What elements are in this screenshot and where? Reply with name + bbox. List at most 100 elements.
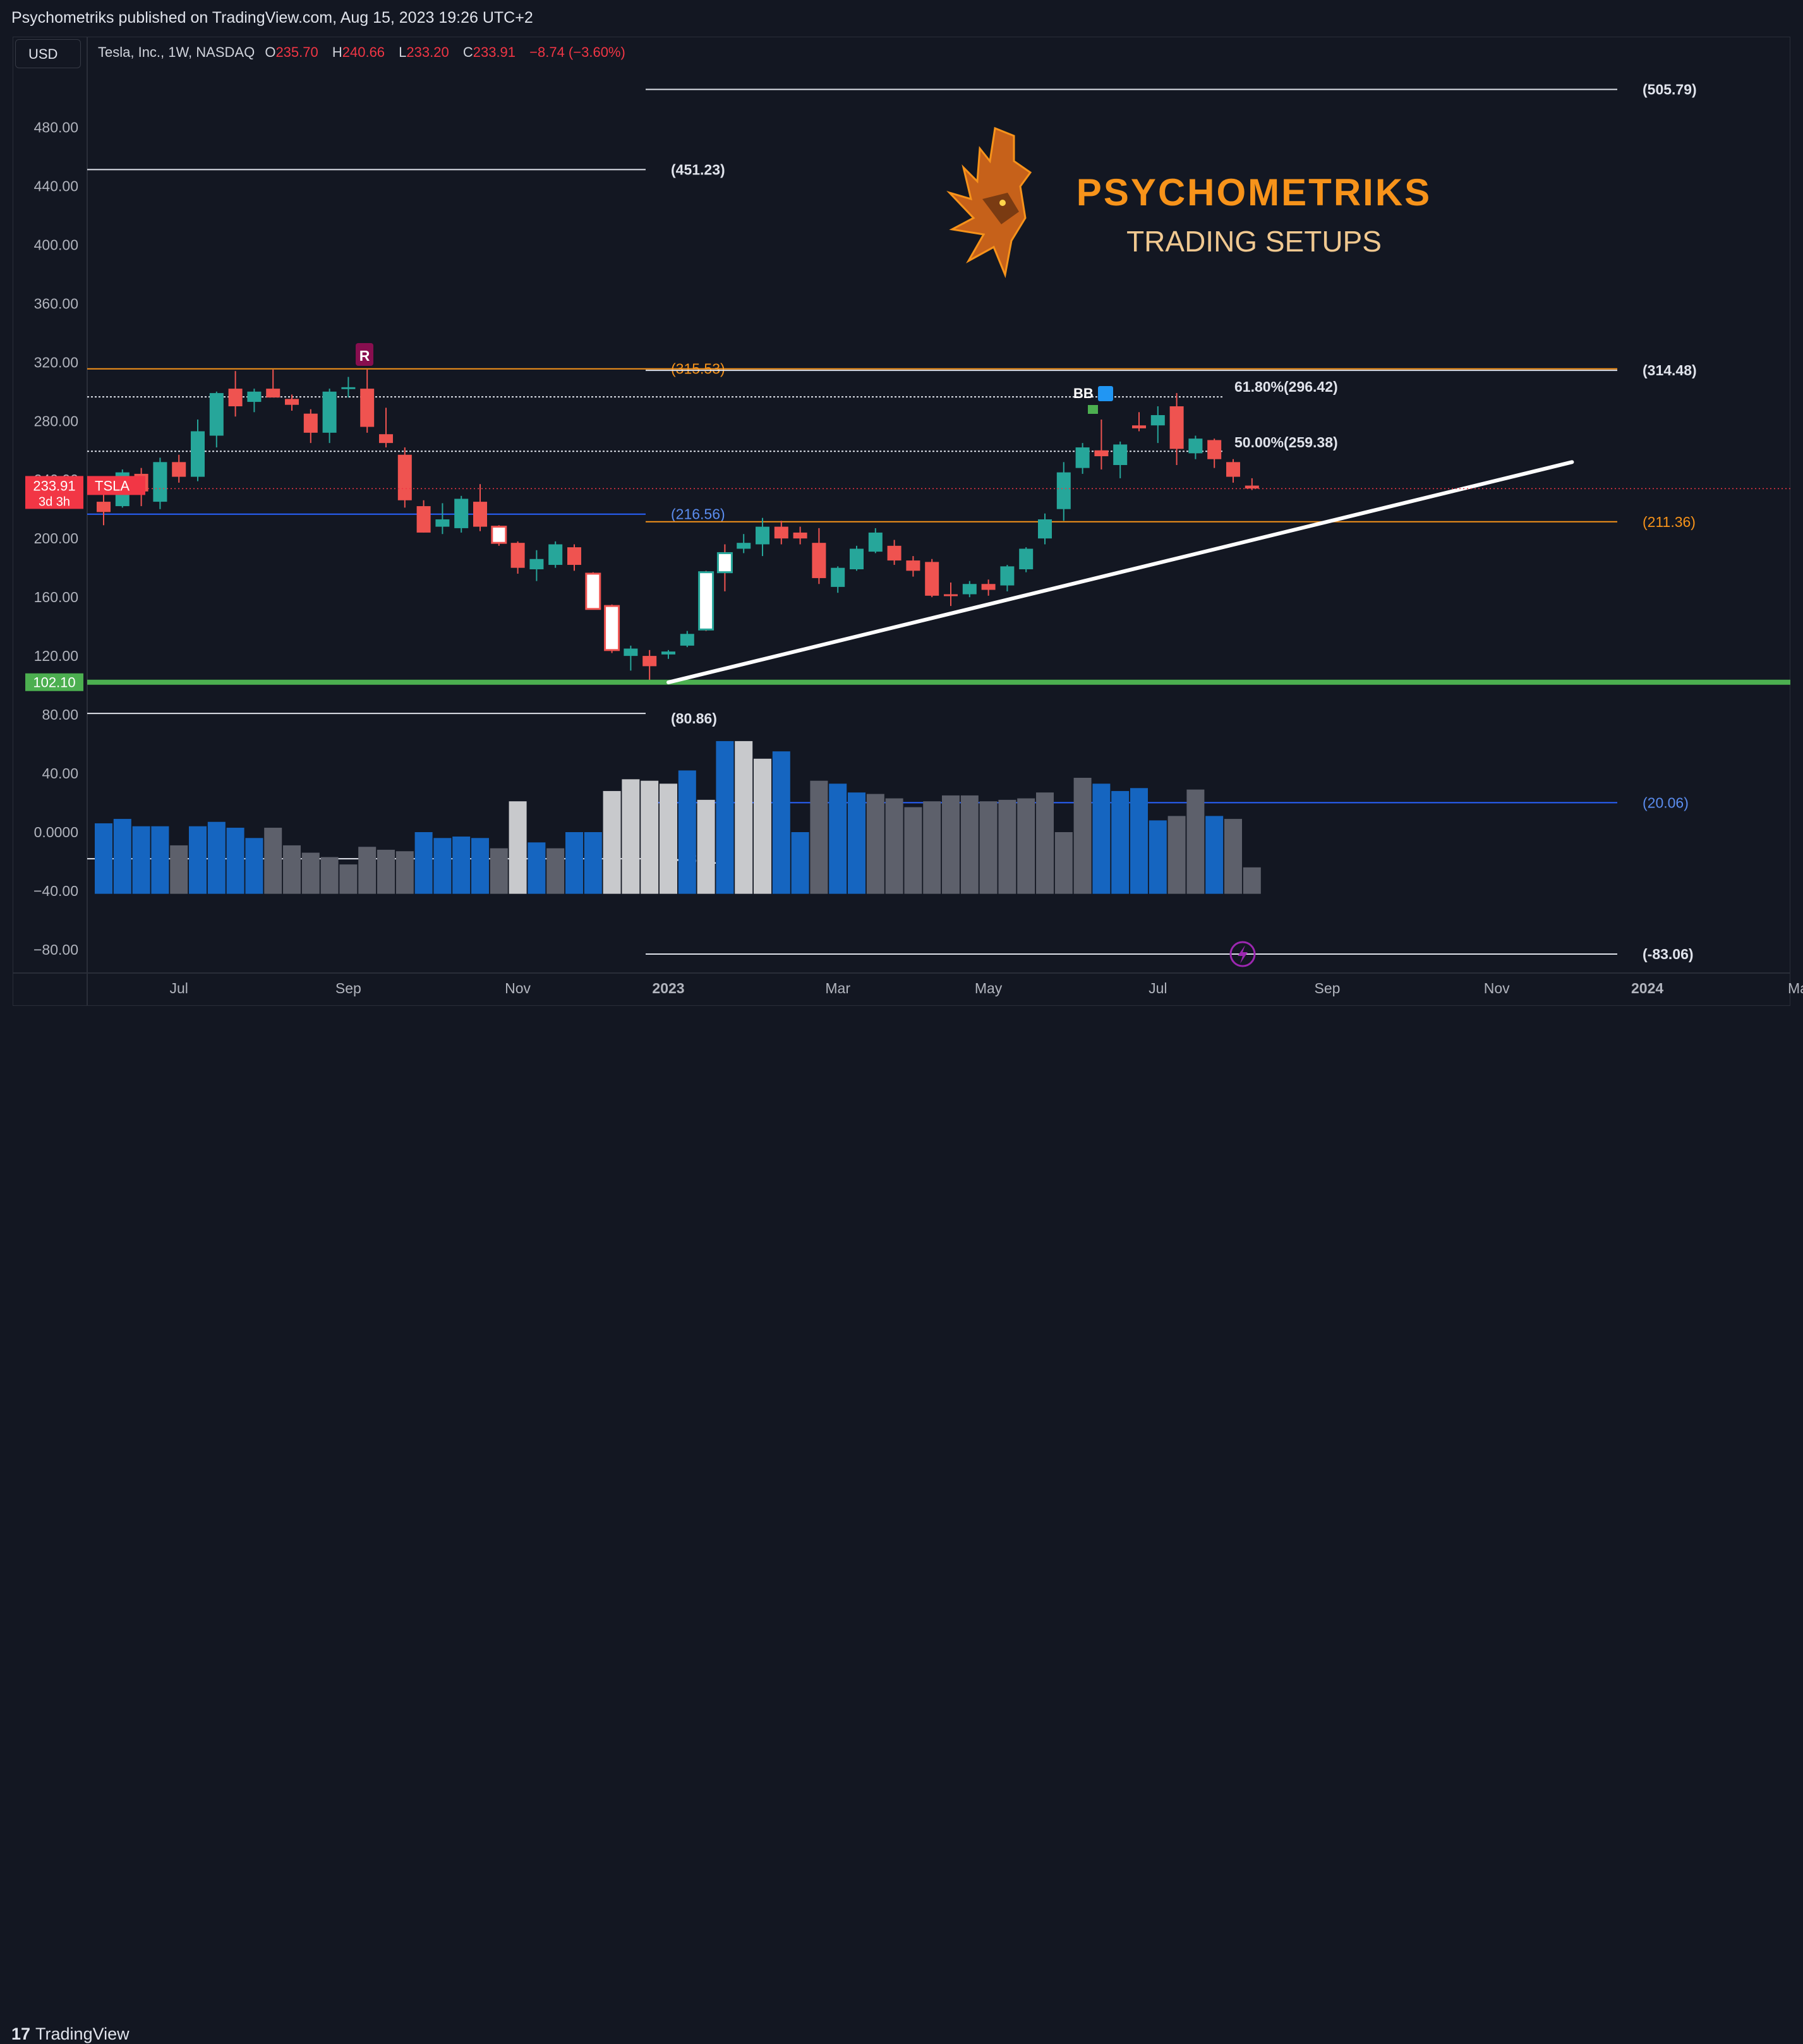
candle [209, 391, 224, 448]
candle-body [360, 389, 375, 427]
x-tick-label: Ma [1788, 980, 1803, 996]
histogram-bar [829, 783, 847, 894]
currency-button[interactable]: USD [15, 39, 81, 68]
candle [510, 541, 525, 574]
histogram-bar [960, 795, 979, 894]
candle-body [944, 594, 958, 596]
candle-body [1094, 450, 1109, 457]
footer-bar: 17 TradingView [0, 1007, 1803, 2043]
candle [604, 604, 620, 653]
last-price-label: 233.91 [33, 478, 75, 493]
candle-body [1207, 440, 1222, 459]
candle [850, 545, 864, 571]
x-tick-label: 2024 [1631, 980, 1663, 996]
y-tick-label: −40.00 [33, 883, 78, 899]
histogram-bar [283, 845, 301, 894]
histogram-bar [810, 780, 828, 894]
candle [567, 544, 581, 571]
candle-body [379, 434, 393, 444]
histogram-bar [584, 832, 602, 894]
x-tick-label: Sep [1315, 980, 1341, 996]
candle [191, 419, 205, 481]
r-marker [356, 343, 373, 366]
histogram-bar [603, 790, 621, 894]
candle [1000, 565, 1015, 591]
y-tick-label: 280.00 [34, 413, 78, 429]
candle [962, 581, 977, 598]
histogram-bar [1111, 790, 1130, 894]
histogram-bar [885, 798, 903, 894]
candle-body [1056, 472, 1071, 509]
low-value: 233.20 [406, 44, 449, 60]
bb-arrow-icon [1098, 386, 1113, 401]
y-tick-label: 440.00 [34, 178, 78, 194]
histogram-bar [660, 783, 677, 894]
open-value: 235.70 [275, 44, 318, 60]
level-label: (505.79) [1643, 82, 1697, 98]
candle [1226, 459, 1240, 483]
open-label: O [265, 44, 276, 60]
histogram-bar [414, 832, 433, 894]
tradingview-logo[interactable]: 17 TradingView [11, 2024, 130, 2044]
candle [473, 484, 487, 531]
histogram-bar [471, 838, 489, 894]
candle-body [341, 387, 356, 389]
brand-title: PSYCHOMETRIKS [1076, 171, 1432, 214]
histogram-bar [1054, 832, 1073, 894]
histogram-bar [1130, 788, 1148, 894]
histogram-bar [697, 799, 715, 894]
flag-icon [1088, 405, 1098, 414]
histogram-bar [1186, 789, 1205, 894]
candle-body [1245, 485, 1259, 489]
close-label: C [462, 44, 473, 60]
histogram-bar [170, 845, 188, 894]
candle [1038, 513, 1052, 545]
histogram-bar [509, 801, 527, 894]
x-tick-label: Jul [169, 980, 188, 996]
histogram-bar [264, 828, 282, 894]
candle [925, 559, 939, 598]
candle [831, 566, 845, 593]
close-value: 233.91 [473, 44, 516, 60]
candle [661, 650, 675, 659]
top-bar: Psychometriks published on TradingView.c… [0, 0, 1803, 38]
candle [1056, 462, 1071, 521]
candle-body [473, 502, 487, 527]
candle [172, 454, 186, 483]
candle [1245, 478, 1259, 490]
y-tick-label: 360.00 [34, 295, 78, 311]
level-label: (211.36) [1643, 514, 1696, 530]
histogram-bar [132, 826, 150, 894]
histogram-bar [772, 751, 790, 894]
candle-body [1038, 519, 1052, 539]
candle-body [1113, 444, 1128, 465]
low-label: L [399, 44, 407, 60]
candle [416, 500, 431, 533]
candle [322, 389, 337, 444]
candle-body [962, 584, 977, 595]
histogram-bar [113, 819, 131, 894]
level-label: 61.80%(296.42) [1234, 378, 1338, 395]
candle-body [774, 526, 788, 539]
histogram-bar [189, 826, 207, 894]
histogram-bar [207, 821, 226, 894]
change-value: −8.74 (−3.60%) [529, 44, 625, 60]
histogram-bar [151, 826, 169, 894]
histogram-bar [301, 852, 320, 894]
histogram-bar [528, 842, 546, 894]
level-label: (216.56) [671, 506, 725, 523]
histogram-bar [452, 836, 471, 894]
histogram-bar [433, 838, 452, 894]
histogram-bar [848, 792, 865, 894]
candle [1075, 443, 1090, 474]
candle-body [737, 543, 751, 549]
level-label: (315.53) [671, 361, 725, 377]
candles-layer [97, 369, 1259, 682]
candle [774, 521, 788, 545]
price-chart[interactable]: 480.00 440.00 400.00 360.00 320.00 280.00 240.… [0, 0, 1803, 1050]
candle [680, 631, 694, 648]
candle [1150, 406, 1165, 444]
candle [247, 389, 262, 413]
lightning-bolt-icon [1238, 945, 1248, 964]
publish-info: Psychometriks published on TradingView.c… [11, 9, 533, 27]
